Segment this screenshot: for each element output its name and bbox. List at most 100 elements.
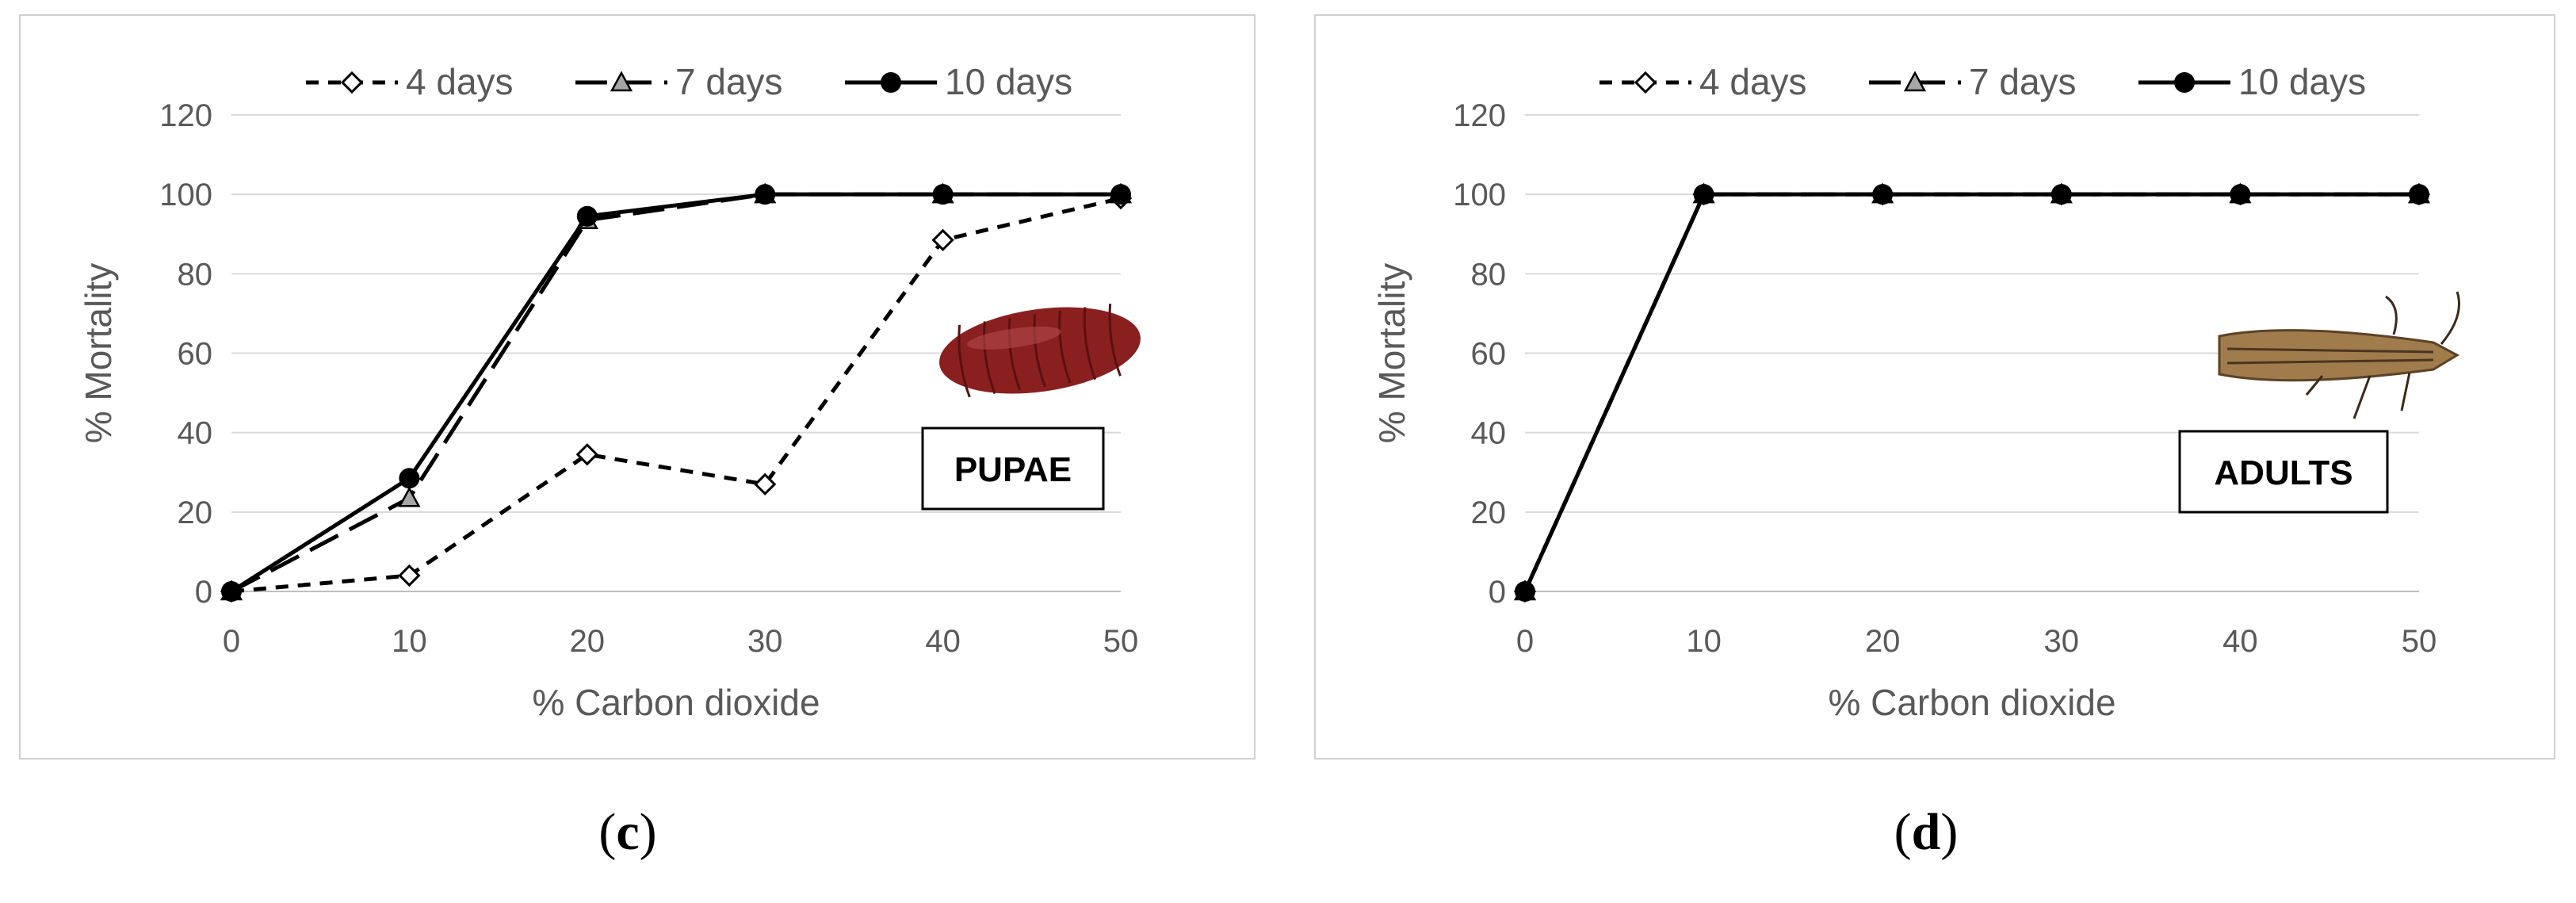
x-axis-label: % Carbon dioxide — [1828, 682, 2115, 723]
chart-c: 0 20 40 60 80 100 120 0 10 20 30 40 50 % Carbon dioxi… — [78, 61, 1141, 723]
y-tick-label: 120 — [159, 98, 212, 133]
legend-marker — [1634, 71, 1657, 94]
y-tick-label: 80 — [1471, 257, 1507, 292]
data-point — [1110, 184, 1131, 205]
data-point — [398, 486, 421, 507]
pupa-body — [939, 307, 1141, 394]
legend: 4 days 7 days 10 days — [1599, 61, 2366, 102]
y-tick-label: 120 — [1453, 98, 1506, 133]
series-line — [230, 192, 1121, 594]
legend-item: 7 days — [575, 61, 783, 102]
pupa-segment — [1083, 307, 1097, 381]
x-tick-label: 40 — [2222, 624, 2258, 659]
data-point — [754, 473, 777, 496]
y-tick-label: 100 — [159, 178, 212, 212]
pupa-image — [939, 303, 1141, 398]
y-tick-label: 0 — [1489, 575, 1506, 610]
pupa-segment — [983, 321, 996, 394]
caption-letter: d — [1911, 803, 1941, 861]
series-line — [1523, 192, 2419, 593]
panel-caption-c: (c) — [598, 803, 657, 861]
y-tick-label: 60 — [178, 337, 213, 372]
legend-label: 4 days — [406, 61, 514, 102]
series-4-days — [220, 187, 1133, 603]
annotation-box — [2178, 430, 2389, 514]
series-7-days — [1513, 182, 2431, 601]
annotation-label: ADULTS — [2214, 453, 2352, 492]
data-point — [2409, 184, 2429, 205]
pupa-highlight — [967, 326, 1061, 350]
x-tick-label: 10 — [392, 624, 427, 659]
moth-antennae — [2385, 291, 2460, 345]
data-point — [398, 564, 421, 587]
legend-label: 7 days — [675, 61, 783, 102]
caption-letter: c — [616, 803, 640, 861]
series-10-days — [221, 184, 1131, 602]
data-point — [755, 184, 776, 205]
data-point — [221, 581, 242, 602]
series-line — [1523, 192, 2419, 593]
legend-marker — [2174, 72, 2195, 93]
y-tick-label: 20 — [1471, 496, 1507, 530]
x-tick-label: 20 — [570, 624, 606, 659]
legend-marker — [340, 71, 364, 94]
chart-panel-c: 0 20 40 60 80 100 120 0 10 20 30 40 50 % Carbon dioxi… — [19, 14, 1256, 760]
legend-marker — [881, 72, 901, 93]
data-point — [931, 228, 954, 251]
data-point — [932, 184, 954, 205]
chart-d: 0 20 40 60 80 100 120 0 10 20 30 40 50 % Carbon dioxi… — [1371, 61, 2460, 723]
pupa-segment — [1108, 303, 1122, 377]
x-tick-label: 30 — [2044, 624, 2080, 659]
y-axis-label: % Mortality — [78, 263, 119, 443]
data-point — [1515, 581, 1535, 602]
y-tick-label: 0 — [195, 575, 212, 610]
legend: 4 days 7 days 10 days — [306, 61, 1072, 102]
data-point — [1872, 184, 1894, 205]
y-tick-label: 60 — [1471, 337, 1507, 372]
x-tick-label: 0 — [1516, 624, 1534, 659]
y-axis-label: % Mortality — [1371, 263, 1412, 443]
series-10-days — [1515, 184, 2429, 602]
legend-item: 7 days — [1869, 61, 2077, 102]
data-point — [576, 205, 598, 227]
x-axis-label: % Carbon dioxide — [532, 682, 820, 723]
data-point — [2230, 184, 2251, 205]
annotation-box — [921, 427, 1105, 511]
series-4-days — [1513, 183, 2431, 603]
pupa-segment — [957, 324, 971, 398]
data-point — [1693, 184, 1714, 205]
x-tick-label: 30 — [747, 624, 783, 659]
legend-item: 10 days — [845, 61, 1072, 102]
chart-panel-d: 0 20 40 60 80 100 120 0 10 20 30 40 50 % Carbon dioxi… — [1314, 14, 2555, 760]
y-tick-label: 40 — [178, 416, 213, 451]
x-tick-label: 40 — [925, 624, 961, 659]
moth-legs — [2305, 372, 2411, 419]
series-line — [231, 196, 1122, 594]
x-tick-label: 50 — [2402, 624, 2437, 659]
legend-marker — [610, 71, 633, 92]
y-tick-label: 100 — [1453, 178, 1506, 212]
legend-label: 4 days — [1699, 61, 1807, 102]
legend-label: 10 days — [945, 61, 1072, 102]
x-tick-label: 0 — [223, 624, 240, 659]
legend-label: 10 days — [2238, 61, 2366, 102]
moth-image — [2218, 291, 2460, 419]
data-point — [399, 468, 420, 489]
moth-wings — [2218, 329, 2460, 382]
legend-label: 7 days — [1969, 61, 2077, 102]
legend-marker — [1903, 71, 1927, 92]
pupa-segment — [1058, 310, 1072, 384]
y-tick-label: 40 — [1471, 416, 1507, 451]
x-tick-label: 10 — [1686, 624, 1722, 659]
legend-item: 4 days — [1599, 61, 1807, 102]
series-line — [1523, 192, 2419, 593]
legend-item: 4 days — [306, 61, 514, 102]
y-tick-label: 80 — [178, 257, 213, 292]
data-point — [575, 443, 598, 466]
pupa-segment — [1033, 314, 1046, 388]
data-point — [2050, 184, 2072, 205]
x-tick-label: 50 — [1103, 624, 1139, 659]
moth-wing-stripes — [2226, 347, 2434, 365]
pupa-segment — [1007, 317, 1022, 391]
series-line — [230, 192, 1121, 594]
